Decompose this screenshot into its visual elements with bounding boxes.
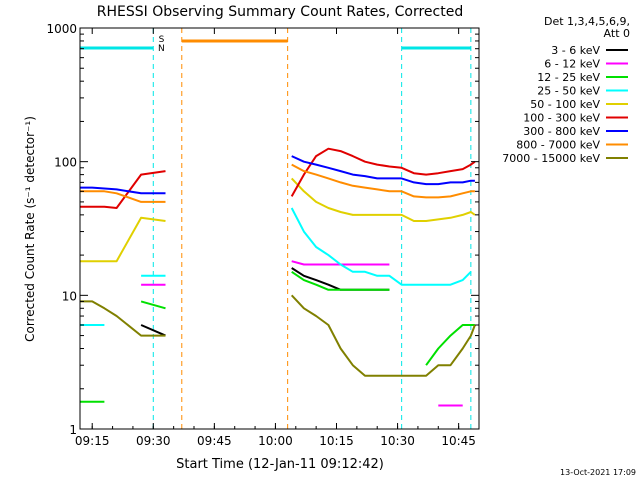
- legend-label-1: 6 - 12 keV: [544, 58, 600, 71]
- series-line-2-1: [140, 300, 166, 310]
- x-tick-label-3: 10:00: [258, 434, 293, 448]
- y-tick-label-2: 100: [54, 156, 77, 170]
- series-line-2-2: [291, 270, 390, 291]
- series-line-4-0: [80, 216, 166, 263]
- legend-label-5: 100 - 300 keV: [523, 112, 600, 125]
- footer-date: 13-Oct-2021 17:09: [560, 468, 636, 477]
- series-line-5-1: [290, 147, 476, 197]
- legend-header-0: Det 1,3,4,5,6,9,: [544, 15, 630, 28]
- y-axis-label: Corrected Count Rate (s⁻¹ detector⁻¹): [23, 116, 37, 342]
- series-line-6-0: [80, 186, 166, 195]
- x-tick-label-6: 10:45: [441, 434, 476, 448]
- x-tick-label-2: 09:45: [197, 434, 232, 448]
- x-axis-label: Start Time (12-Jan-11 09:12:42): [176, 457, 384, 472]
- flag-label-s: S: [159, 35, 165, 45]
- y-tick-label-3: 1000: [46, 22, 77, 36]
- series-line-8-0: [80, 300, 166, 337]
- series-line-7-0: [80, 190, 166, 203]
- x-tick-label-5: 10:30: [380, 434, 415, 448]
- series-line-7-1: [291, 163, 475, 199]
- y-tick-label-0: 1: [69, 423, 77, 437]
- plot-area: [80, 28, 479, 429]
- series-line-8-1: [290, 294, 476, 377]
- legend-label-0: 3 - 6 keV: [551, 44, 600, 57]
- legend-label-6: 300 - 800 keV: [523, 125, 600, 138]
- x-tick-label-4: 10:15: [319, 434, 354, 448]
- legend-label-3: 25 - 50 keV: [537, 85, 600, 98]
- series-line-5-0: [80, 170, 166, 209]
- x-tick-label-0: 09:15: [75, 434, 110, 448]
- plot-frame: [79, 27, 480, 430]
- axes: 09:15 09:30 09:45 10:00 10:15 10:30 10:45 1 10 10…: [46, 22, 480, 448]
- legend-label-2: 12 - 25 keV: [537, 71, 600, 84]
- x-tick-label-1: 09:30: [136, 434, 171, 448]
- chart-title: RHESSI Observing Summary Count Rates, Co…: [97, 4, 463, 20]
- series-line-6-1: [291, 155, 475, 186]
- series-line-0-0: [140, 324, 166, 337]
- data-series: [80, 147, 476, 407]
- legend-label-8: 7000 - 15000 keV: [502, 152, 600, 165]
- series-line-4-1: [290, 177, 476, 222]
- series-line-2-3: [425, 324, 475, 366]
- legend-label-7: 800 - 7000 keV: [516, 139, 600, 152]
- flag-label-n: N: [158, 44, 165, 54]
- legend-label-4: 50 - 100 keV: [530, 98, 600, 111]
- legend-header-1: Att 0: [604, 27, 630, 40]
- y-tick-label-1: 10: [62, 289, 77, 303]
- series-line-3-2: [290, 207, 472, 286]
